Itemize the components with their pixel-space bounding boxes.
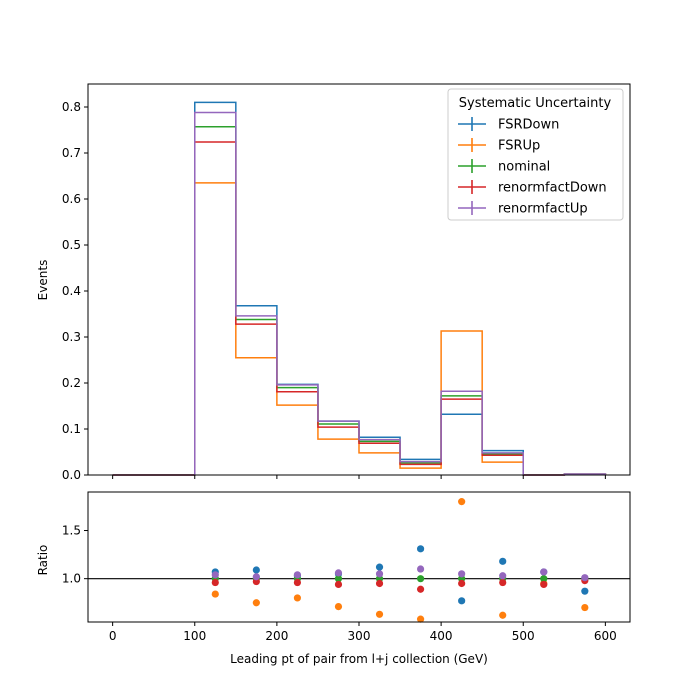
ratio-point-renormfactDown [499,578,507,587]
ratio-point-FSRUp [499,611,507,619]
ratio-point-renormfactDown [334,580,343,589]
histogram-y-tick-label: 0.5 [62,238,81,252]
ratio-y-tick-label: 1.5 [62,524,81,538]
histogram-y-tick-label: 0.4 [62,284,81,298]
legend-item-FSRDown: FSRDown [458,117,559,133]
legend-label: FSRUp [498,139,540,154]
histogram-y-axis-label: Events [36,260,50,301]
ratio-point-renormfactUp [416,565,425,573]
ratio-point-renormfactUp [581,574,589,582]
ratio-point-renormfactDown [375,579,384,588]
x-tick-label: 200 [265,629,288,643]
legend-label: renormfactDown [498,181,607,196]
ratio-point-FSRDown [499,557,507,565]
legend-title: Systematic Uncertainty [459,96,612,111]
ratio-point-FSRDown [375,563,384,571]
ratio-point-renormfactUp [458,570,466,578]
ratio-point-FSRDown [416,545,425,553]
x-tick-label: 600 [594,629,617,643]
ratio-point-renormfactUp [375,570,384,578]
ratio-point-nominal [540,575,548,583]
ratio-y-tick-label: 1.0 [62,572,81,586]
ratio-points-group [211,498,589,623]
legend-label: nominal [498,160,550,175]
ratio-point-FSRUp [334,602,343,611]
ratio-point-FSRUp [375,610,384,618]
legend: Systematic Uncertainty FSRDown FSRUp nomin… [447,88,624,221]
ratio-point-renormfactUp [540,568,548,576]
ratio-point-renormfactDown [416,585,425,593]
histogram-y-tick-label: 0.6 [62,192,81,206]
ratio-point-nominal [334,575,343,583]
ratio-point-FSRUp [293,594,302,602]
ratio-point-FSRDown [458,597,466,605]
ratio-point-FSRUp [581,603,589,612]
histogram-y-tick-label: 0.2 [62,376,81,390]
ratio-y-axis-label: Ratio [36,545,50,576]
x-tick-label: 400 [430,629,453,643]
ratio-point-renormfactUp [334,569,343,577]
ratio-point-renormfactDown [540,580,548,589]
histogram-y-tick-label: 0.7 [62,146,81,160]
ratio-y-ticks: 1.0 1.5 [62,524,88,586]
x-axis-label: Leading pt of pair from l+j collection (… [230,652,488,666]
x-tick-label: 100 [183,629,206,643]
ratio-point-renormfactDown [211,578,219,587]
legend-box [447,88,624,221]
ratio-point-FSRDown [581,587,589,595]
ratio-point-renormfactDown [293,578,302,587]
ratio-point-renormfactDown [458,579,466,588]
ratio-point-FSRUp [458,498,466,506]
ratio-point-renormfactUp [211,571,219,579]
x-tick-label: 300 [348,629,371,643]
ratio-point-FSRUp [416,615,425,623]
histogram-panel: 0.0 0.1 0.2 0.3 0.4 0.5 0.6 0.7 0.8 Events [36,83,631,482]
legend-item-renormfactDown: renormfactDown [458,180,607,196]
ratio-point-renormfactUp [293,571,302,579]
ratio-point-FSRDown [252,566,260,574]
x-tick-label: 500 [512,629,535,643]
histogram-y-tick-label: 0.3 [62,330,81,344]
ratio-point-FSRUp [252,599,260,607]
histogram-y-tick-label: 0.1 [62,422,81,436]
histogram-x-ticks [112,475,606,479]
legend-item-nominal: nominal [458,159,550,175]
ratio-panel: 1.0 1.5 0 100 200 300 400 500 600 Ratio [36,491,631,643]
histogram-y-ticks: 0.0 0.1 0.2 0.3 0.4 0.5 0.6 0.7 0.8 [62,100,88,482]
histogram-y-tick-label: 0.8 [62,100,81,114]
ratio-point-renormfactUp [252,573,260,581]
histogram-y-tick-label: 0.0 [62,468,81,482]
legend-item-renormfactUp: renormfactUp [458,201,588,217]
x-tick-label: 0 [109,629,117,643]
legend-label: renormfactUp [498,202,588,217]
legend-items: FSRDown FSRUp nominal renormfactDown renormf… [458,117,607,217]
ratio-point-FSRUp [211,590,219,598]
ratio-x-ticks: 0 100 200 300 400 500 600 [109,622,617,643]
ratio-point-nominal [416,575,425,583]
legend-label: FSRDown [498,118,559,133]
legend-item-FSRUp: FSRUp [458,138,540,154]
ratio-point-renormfactUp [499,572,507,580]
